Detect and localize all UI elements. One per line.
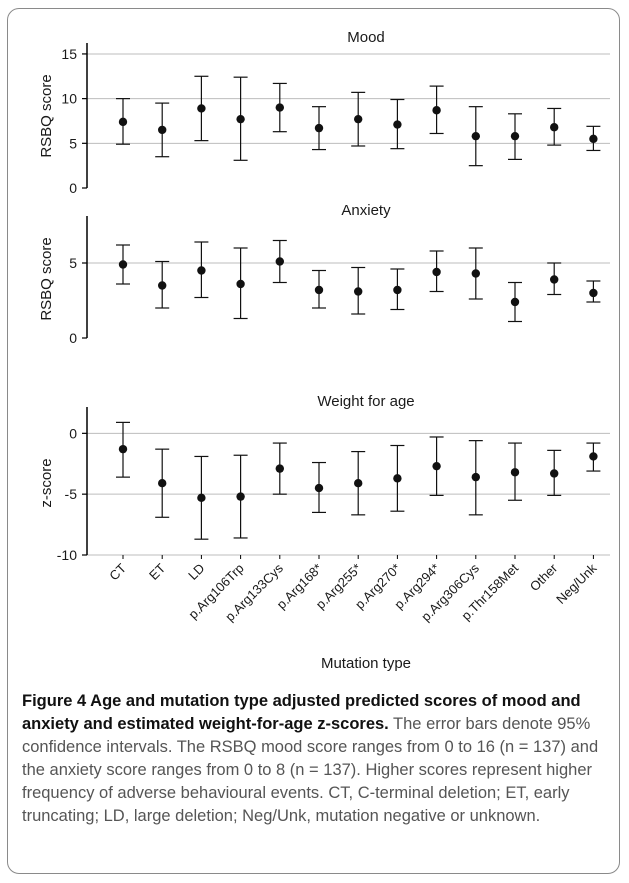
- data-point: [393, 474, 402, 483]
- x-tick-label: ET: [146, 560, 168, 582]
- panel-title: Anxiety: [341, 202, 391, 219]
- data-point: [158, 479, 167, 488]
- data-point: [197, 493, 206, 503]
- chart-figure: Mood 0 5 10 15 RSBQ score Anxiety 0 5 RSBQ score W…: [38, 29, 610, 672]
- data-point: [314, 483, 324, 493]
- y-tick-label: 0: [69, 425, 77, 441]
- data-point: [432, 267, 441, 277]
- y-tick-label: 5: [69, 255, 77, 271]
- y-tick-label: 0: [69, 330, 77, 346]
- data-point: [118, 117, 128, 127]
- y-tick-label: 0: [69, 180, 77, 196]
- data-point: [550, 123, 559, 132]
- y-axis-label: RSBQ score: [38, 74, 55, 157]
- y-tick-label: 15: [61, 46, 77, 62]
- y-tick-label: 5: [69, 135, 77, 151]
- caption-text: The error bars denote 95% confidence int…: [22, 715, 599, 825]
- data-point: [314, 285, 324, 295]
- data-point: [314, 123, 324, 133]
- x-tick-label: LD: [185, 561, 207, 583]
- data-point: [471, 472, 480, 482]
- data-point: [197, 266, 206, 275]
- data-point: [275, 464, 284, 473]
- data-point: [393, 285, 402, 295]
- x-axis-label: Mutation type: [321, 655, 411, 672]
- data-point: [550, 469, 559, 478]
- data-point: [118, 444, 128, 454]
- data-point: [432, 106, 441, 115]
- y-axis-label: z-score: [38, 458, 55, 507]
- y-tick-label: -10: [57, 547, 77, 563]
- data-point: [236, 492, 245, 501]
- figure-frame: [7, 8, 620, 874]
- data-point: [197, 104, 206, 113]
- panel-anxiety: Anxiety 0 5 RSBQ score: [38, 202, 610, 346]
- data-point: [354, 287, 363, 296]
- data-point: [275, 257, 284, 266]
- caption-title: Figure 4 Age and mutation type adjusted …: [22, 692, 581, 733]
- panel-mood: Mood 0 5 10 15 RSBQ score: [38, 29, 610, 196]
- data-point: [158, 125, 167, 135]
- panel-title: Weight for age: [317, 393, 414, 410]
- data-point: [471, 269, 480, 278]
- x-tick-label: Neg/Unk: [553, 560, 600, 607]
- data-point: [589, 452, 598, 461]
- data-point: [118, 260, 128, 269]
- data-point: [275, 103, 284, 112]
- panel-title: Mood: [347, 29, 385, 46]
- data-point: [510, 297, 520, 307]
- data-point: [354, 479, 363, 488]
- data-point: [236, 279, 245, 289]
- data-point: [354, 114, 363, 124]
- y-axis-label: RSBQ score: [38, 237, 55, 320]
- data-point: [589, 134, 598, 144]
- data-point: [510, 131, 520, 141]
- data-point: [550, 275, 559, 284]
- y-tick-label: -5: [65, 486, 78, 502]
- data-point: [589, 288, 598, 298]
- data-point: [236, 114, 245, 124]
- data-point: [510, 468, 520, 477]
- panel-weight-for-age: Weight for age -10 -5 0 z-score: [38, 393, 610, 563]
- data-point: [471, 131, 480, 141]
- data-point: [393, 120, 402, 129]
- y-tick-label: 10: [61, 91, 77, 107]
- data-point: [432, 461, 441, 471]
- figure-caption: Figure 4 Age and mutation type adjusted …: [22, 690, 608, 828]
- data-point: [158, 281, 167, 290]
- x-tick-label: CT: [106, 560, 129, 583]
- x-tick-label: Other: [527, 560, 561, 594]
